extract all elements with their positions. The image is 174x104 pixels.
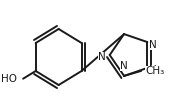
Text: N: N [120, 61, 128, 71]
Text: N: N [149, 40, 157, 50]
Text: CH₃: CH₃ [145, 66, 164, 76]
Text: HO: HO [1, 74, 17, 84]
Text: N: N [149, 65, 157, 75]
Text: N: N [98, 52, 106, 62]
